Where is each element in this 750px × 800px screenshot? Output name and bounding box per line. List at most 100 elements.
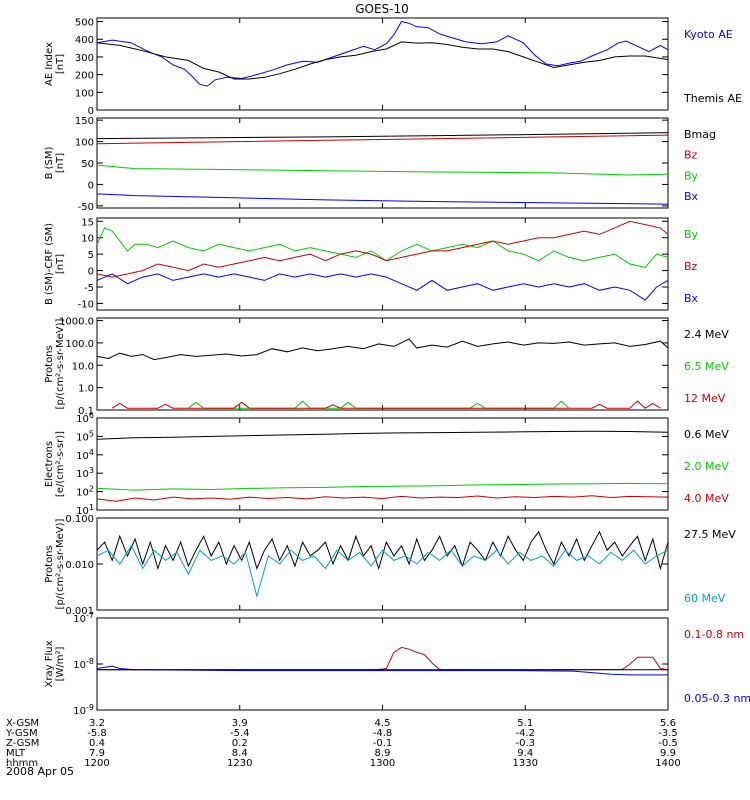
y-tick-label: 300 — [75, 53, 94, 64]
panel-protons-log: Protons [p/(cm²-s-sr-MeV)] 2.4 MeV 6.5 MeV 1… — [44, 317, 729, 411]
x-tick-label: 9.9 — [660, 748, 676, 759]
panel-frame — [96, 617, 669, 711]
y-axis-label: Electrons — [44, 441, 55, 487]
series-line-by — [96, 227, 669, 268]
y-tick-label: 0.010 — [65, 560, 94, 571]
y-axis-label: AE Index — [44, 42, 55, 86]
y-tick-label: 0 — [88, 180, 94, 191]
series-line-bx — [96, 273, 669, 301]
y-axis-label: [nT] — [55, 254, 66, 274]
y-tick-label: -10 — [78, 299, 94, 310]
y-tick-label: 0 — [88, 267, 94, 278]
series-line-by — [96, 164, 669, 176]
x-row-label: hhmm — [6, 758, 38, 769]
series-line-27-5-mev — [96, 530, 669, 571]
y-tick-label: 10-8 — [73, 657, 94, 671]
legend-entry: 0.05-0.3 nm — [684, 692, 750, 705]
x-tick-label: 0.4 — [89, 738, 105, 749]
y-axis-label: B (SM)-CRF (SM) — [44, 223, 55, 305]
x-tick-label: -4.8 — [373, 728, 393, 739]
legend-entry: Bz — [684, 260, 698, 273]
y-tick-label: -5 — [84, 283, 94, 294]
y-tick-label: 200 — [75, 71, 94, 82]
panel-protons-hi: Protons [p/(cm²-s-sr-MeV)] 27.5 MeV 60 MeV — [44, 517, 736, 611]
x-tick-label: -5.8 — [87, 728, 107, 739]
y-axis-label: Protons — [44, 345, 55, 382]
y-tick-label: 103 — [76, 466, 94, 480]
y-tick-label: 101 — [76, 503, 94, 517]
panel-xray: Xray Flux [W/m²] 0.1-0.8 nm 0.05-0.3 nm — [44, 617, 750, 711]
y-tick-label: 400 — [75, 35, 94, 46]
series-line-2-0-mev — [96, 482, 669, 491]
series-line-0-1-0-8-nm — [97, 646, 669, 671]
x-tick-label: 3.9 — [232, 718, 248, 729]
series-line-2-4-mev — [96, 338, 669, 361]
y-axis-label: [nT] — [55, 54, 66, 74]
y-tick-label: 104 — [76, 448, 94, 462]
series-line-60-mev — [96, 544, 669, 599]
x-row-label: MLT — [6, 748, 26, 759]
x-tick-label: -3.5 — [658, 728, 678, 739]
y-axis-label: [W/m²] — [55, 646, 66, 681]
panel-frame — [96, 117, 669, 209]
y-tick-label: 0.100 — [65, 514, 94, 525]
x-tick-label: -5.4 — [230, 728, 250, 739]
y-axis-label: [nT] — [55, 153, 66, 173]
y-tick-label: 10-9 — [73, 703, 94, 717]
y-tick-label: 150 — [75, 116, 94, 127]
y-tick-label: 15 — [81, 217, 94, 228]
x-tick-label: 9.4 — [517, 748, 533, 759]
x-row-label: Y-GSM — [5, 728, 38, 739]
series-line-4-0-mev — [96, 495, 669, 502]
panel-frame — [96, 17, 669, 111]
legend-entry: 60 MeV — [684, 592, 726, 605]
y-tick-label: 1.0 — [78, 384, 94, 395]
panel-frame — [96, 317, 669, 411]
series-line-bmag — [96, 132, 669, 140]
legend-entry: Themis AE — [683, 92, 742, 105]
legend-entry: 12 MeV — [684, 392, 726, 405]
legend-entry: 4.0 MeV — [684, 492, 729, 505]
series-line-0-05-0-3-nm — [96, 665, 668, 676]
y-axis-label: B (SM) — [44, 146, 55, 179]
x-tick-label: 1330 — [513, 758, 538, 769]
series-line-0-6-mev — [96, 430, 669, 440]
figure-date: 2008 Apr 05 — [6, 765, 74, 778]
y-tick-label: 100 — [75, 138, 94, 149]
legend-entry: Bz — [684, 149, 698, 162]
x-tick-label: 8.9 — [375, 748, 391, 759]
series-line-bz — [96, 134, 669, 145]
x-row-label: Z-GSM — [6, 738, 39, 749]
y-axis-label: [p/(cm²-s-sr-MeV)] — [55, 318, 66, 409]
panel-ae: AE Index [nT] Kyoto AE Themis AE — [44, 17, 742, 111]
y-tick-label: 10-7 — [73, 611, 94, 625]
y-tick-label: 500 — [75, 18, 94, 29]
x-row-label: X-GSM — [6, 718, 39, 729]
y-tick-label: 0 — [88, 106, 94, 117]
legend-entry: By — [684, 169, 699, 182]
x-tick-label: -0.1 — [373, 738, 393, 749]
x-tick-label: 1400 — [655, 758, 680, 769]
x-tick-label: 3.2 — [89, 718, 105, 729]
legend-entry: Bmag — [684, 128, 716, 141]
figure-title: GOES-10 — [355, 2, 409, 16]
panel-b-sm: B (SM) [nT] Bmag Bz By Bx — [44, 117, 716, 209]
y-axis-label: Protons — [44, 545, 55, 582]
series-line-bz — [96, 220, 669, 278]
x-tick-label: 4.5 — [375, 718, 391, 729]
y-tick-label: 0.1 — [78, 406, 94, 417]
x-tick-label: 1200 — [84, 758, 109, 769]
x-tick-label: 8.4 — [232, 748, 248, 759]
series-line-kyoto-ae — [96, 20, 669, 87]
legend-entry: Bx — [684, 292, 699, 305]
y-tick-label: 1000.0 — [59, 317, 94, 328]
y-tick-label: 100 — [75, 88, 94, 99]
legend-entry: Bx — [684, 190, 699, 203]
y-axis-label: Xray Flux — [44, 640, 55, 687]
x-tick-label: -0.3 — [515, 738, 535, 749]
x-tick-label: -4.2 — [515, 728, 535, 739]
legend-entry: 0.1-0.8 nm — [684, 628, 744, 641]
legend-entry: 0.6 MeV — [684, 428, 729, 441]
x-tick-label: 1300 — [370, 758, 395, 769]
